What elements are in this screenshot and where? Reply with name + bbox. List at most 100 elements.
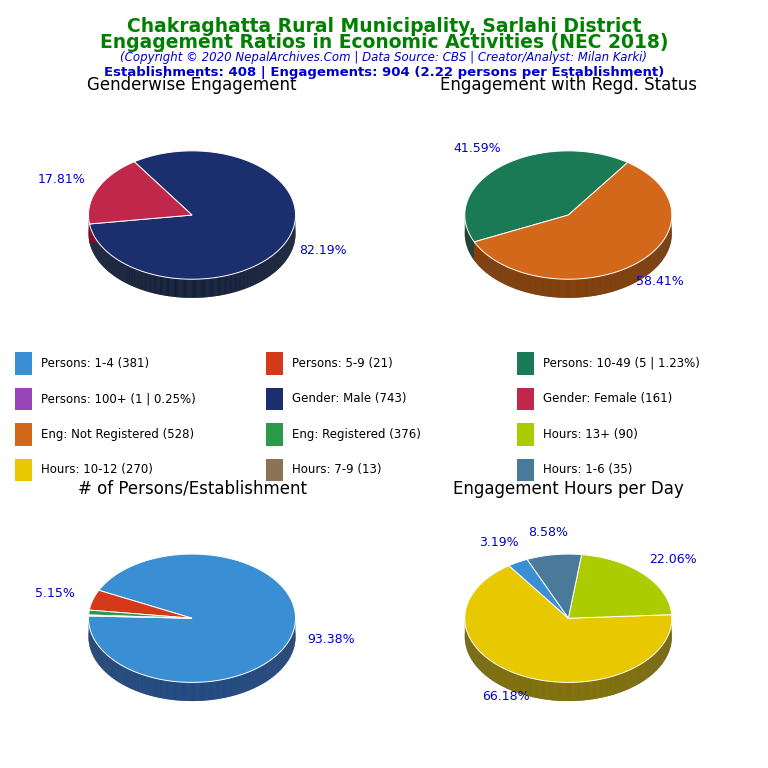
Polygon shape: [526, 677, 528, 696]
Text: Hours: 10-12 (270): Hours: 10-12 (270): [41, 463, 153, 476]
Polygon shape: [228, 275, 230, 293]
Polygon shape: [177, 682, 179, 700]
Polygon shape: [197, 682, 198, 701]
Ellipse shape: [465, 170, 672, 298]
Polygon shape: [545, 278, 547, 296]
Polygon shape: [600, 679, 601, 698]
Polygon shape: [582, 279, 584, 297]
Polygon shape: [196, 682, 197, 701]
Polygon shape: [146, 676, 147, 694]
Polygon shape: [590, 681, 591, 700]
Polygon shape: [175, 278, 176, 297]
Polygon shape: [540, 680, 541, 699]
Polygon shape: [192, 280, 193, 298]
Polygon shape: [89, 591, 192, 618]
Polygon shape: [539, 276, 541, 296]
Polygon shape: [552, 682, 553, 700]
Polygon shape: [140, 674, 141, 693]
Polygon shape: [155, 678, 156, 697]
Text: 93.38%: 93.38%: [307, 633, 355, 646]
Polygon shape: [587, 278, 588, 296]
Polygon shape: [182, 279, 183, 298]
Polygon shape: [569, 280, 570, 298]
Polygon shape: [532, 275, 534, 294]
Polygon shape: [565, 280, 566, 298]
Polygon shape: [226, 276, 227, 294]
Polygon shape: [571, 279, 572, 298]
Polygon shape: [616, 675, 617, 694]
FancyBboxPatch shape: [517, 423, 534, 445]
Polygon shape: [245, 270, 246, 289]
Polygon shape: [522, 676, 523, 694]
Polygon shape: [183, 279, 184, 298]
Polygon shape: [615, 272, 616, 291]
Text: Hours: 13+ (90): Hours: 13+ (90): [542, 428, 637, 441]
Polygon shape: [607, 274, 608, 293]
Polygon shape: [572, 682, 573, 701]
Polygon shape: [162, 276, 163, 295]
Text: Establishments: 408 | Engagements: 904 (2.22 persons per Establishment): Establishments: 408 | Engagements: 904 (…: [104, 66, 664, 79]
Polygon shape: [596, 680, 597, 699]
Polygon shape: [517, 674, 518, 693]
Ellipse shape: [88, 170, 296, 298]
Polygon shape: [198, 682, 200, 701]
Polygon shape: [148, 273, 149, 292]
Polygon shape: [143, 674, 144, 694]
Polygon shape: [621, 270, 622, 289]
Title: Engagement with Regd. Status: Engagement with Regd. Status: [440, 77, 697, 94]
Polygon shape: [241, 271, 242, 290]
Polygon shape: [138, 270, 139, 289]
Polygon shape: [535, 276, 536, 295]
Polygon shape: [595, 680, 596, 699]
Polygon shape: [576, 682, 577, 701]
FancyBboxPatch shape: [15, 423, 31, 445]
Polygon shape: [144, 675, 145, 694]
Text: 17.81%: 17.81%: [38, 173, 85, 186]
Polygon shape: [145, 675, 146, 694]
Text: 82.19%: 82.19%: [299, 244, 346, 257]
Polygon shape: [545, 680, 546, 700]
Text: 66.18%: 66.18%: [482, 690, 530, 703]
Polygon shape: [180, 682, 181, 700]
Polygon shape: [151, 274, 152, 293]
Polygon shape: [586, 278, 587, 297]
Polygon shape: [614, 675, 616, 694]
Polygon shape: [195, 280, 196, 298]
Polygon shape: [90, 151, 296, 280]
Polygon shape: [606, 678, 607, 697]
Polygon shape: [587, 681, 588, 700]
Polygon shape: [593, 277, 594, 296]
Polygon shape: [241, 674, 242, 694]
Polygon shape: [234, 677, 235, 696]
Polygon shape: [609, 273, 610, 293]
Polygon shape: [521, 676, 522, 694]
Polygon shape: [88, 554, 296, 683]
Title: Engagement Hours per Day: Engagement Hours per Day: [453, 480, 684, 498]
Polygon shape: [564, 280, 565, 298]
Polygon shape: [592, 680, 593, 700]
Polygon shape: [202, 682, 203, 700]
Polygon shape: [219, 276, 220, 296]
Polygon shape: [613, 676, 614, 695]
Polygon shape: [599, 680, 600, 698]
Polygon shape: [541, 680, 543, 699]
Polygon shape: [558, 279, 559, 297]
Polygon shape: [90, 215, 192, 243]
Polygon shape: [605, 275, 606, 293]
Polygon shape: [141, 674, 142, 693]
Polygon shape: [529, 274, 530, 293]
Polygon shape: [138, 673, 139, 692]
Polygon shape: [222, 276, 223, 295]
Polygon shape: [549, 681, 550, 700]
Text: Eng: Registered (376): Eng: Registered (376): [292, 428, 421, 441]
Polygon shape: [240, 674, 241, 694]
Polygon shape: [586, 681, 587, 700]
Polygon shape: [171, 681, 172, 700]
Polygon shape: [530, 275, 531, 293]
Polygon shape: [475, 215, 568, 260]
Polygon shape: [198, 279, 200, 298]
Polygon shape: [612, 273, 613, 292]
Polygon shape: [618, 271, 619, 290]
Polygon shape: [528, 677, 529, 697]
Polygon shape: [139, 674, 140, 692]
